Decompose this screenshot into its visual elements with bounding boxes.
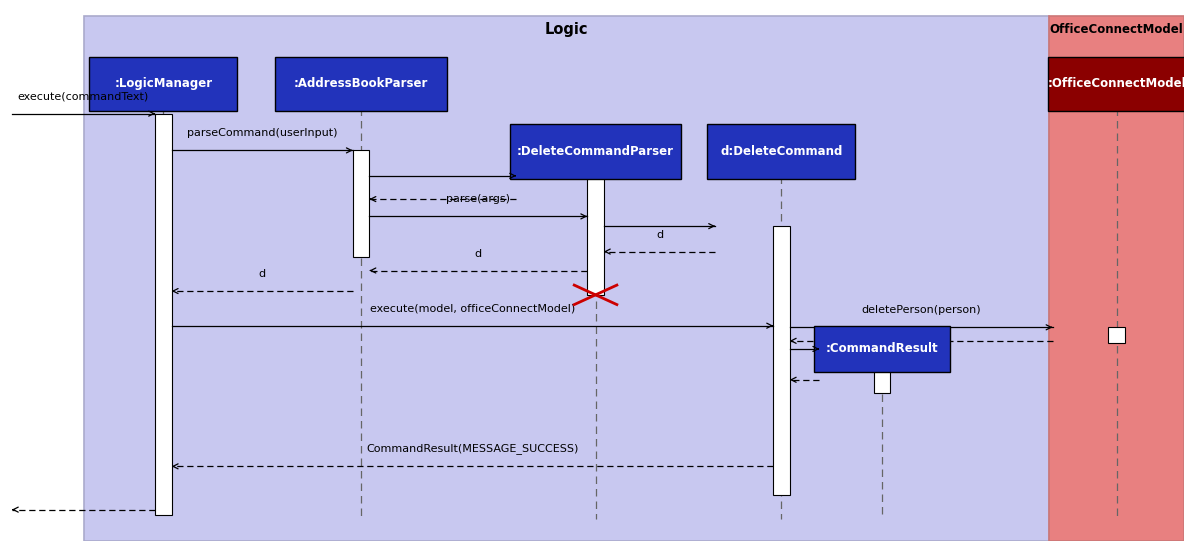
Bar [773,226,790,495]
Text: parseCommand(userInput): parseCommand(userInput) [187,129,337,138]
Text: d: d [258,269,266,279]
Bar [84,16,1049,541]
Text: parse(args): parse(args) [446,195,510,204]
Text: :AddressBookParser: :AddressBookParser [294,77,429,90]
FancyBboxPatch shape [815,326,950,372]
Text: :OfficeConnectModel: :OfficeConnectModel [1047,77,1184,90]
Bar [1049,16,1184,541]
Text: OfficeConnectModel: OfficeConnectModel [1050,23,1183,36]
Text: :CommandResult: :CommandResult [825,342,939,355]
Bar [1108,327,1125,343]
Text: Logic: Logic [545,22,587,37]
Text: d: d [475,249,482,259]
Text: d: d [656,230,663,240]
FancyBboxPatch shape [1049,57,1184,111]
Bar [587,176,604,295]
Text: d:DeleteCommand: d:DeleteCommand [720,145,843,158]
Bar [155,114,172,515]
FancyBboxPatch shape [90,57,238,111]
Text: :DeleteCommandParser: :DeleteCommandParser [517,145,674,158]
Text: execute(commandText): execute(commandText) [18,92,149,102]
FancyBboxPatch shape [275,57,448,111]
Bar [874,368,890,393]
Text: execute(model, officeConnectModel): execute(model, officeConnectModel) [369,304,575,314]
Text: deletePerson(person): deletePerson(person) [861,306,982,315]
Text: :LogicManager: :LogicManager [115,77,212,90]
FancyBboxPatch shape [509,124,682,179]
Bar [353,150,369,257]
FancyBboxPatch shape [708,124,855,179]
Text: CommandResult(MESSAGE_SUCCESS): CommandResult(MESSAGE_SUCCESS) [366,444,579,454]
